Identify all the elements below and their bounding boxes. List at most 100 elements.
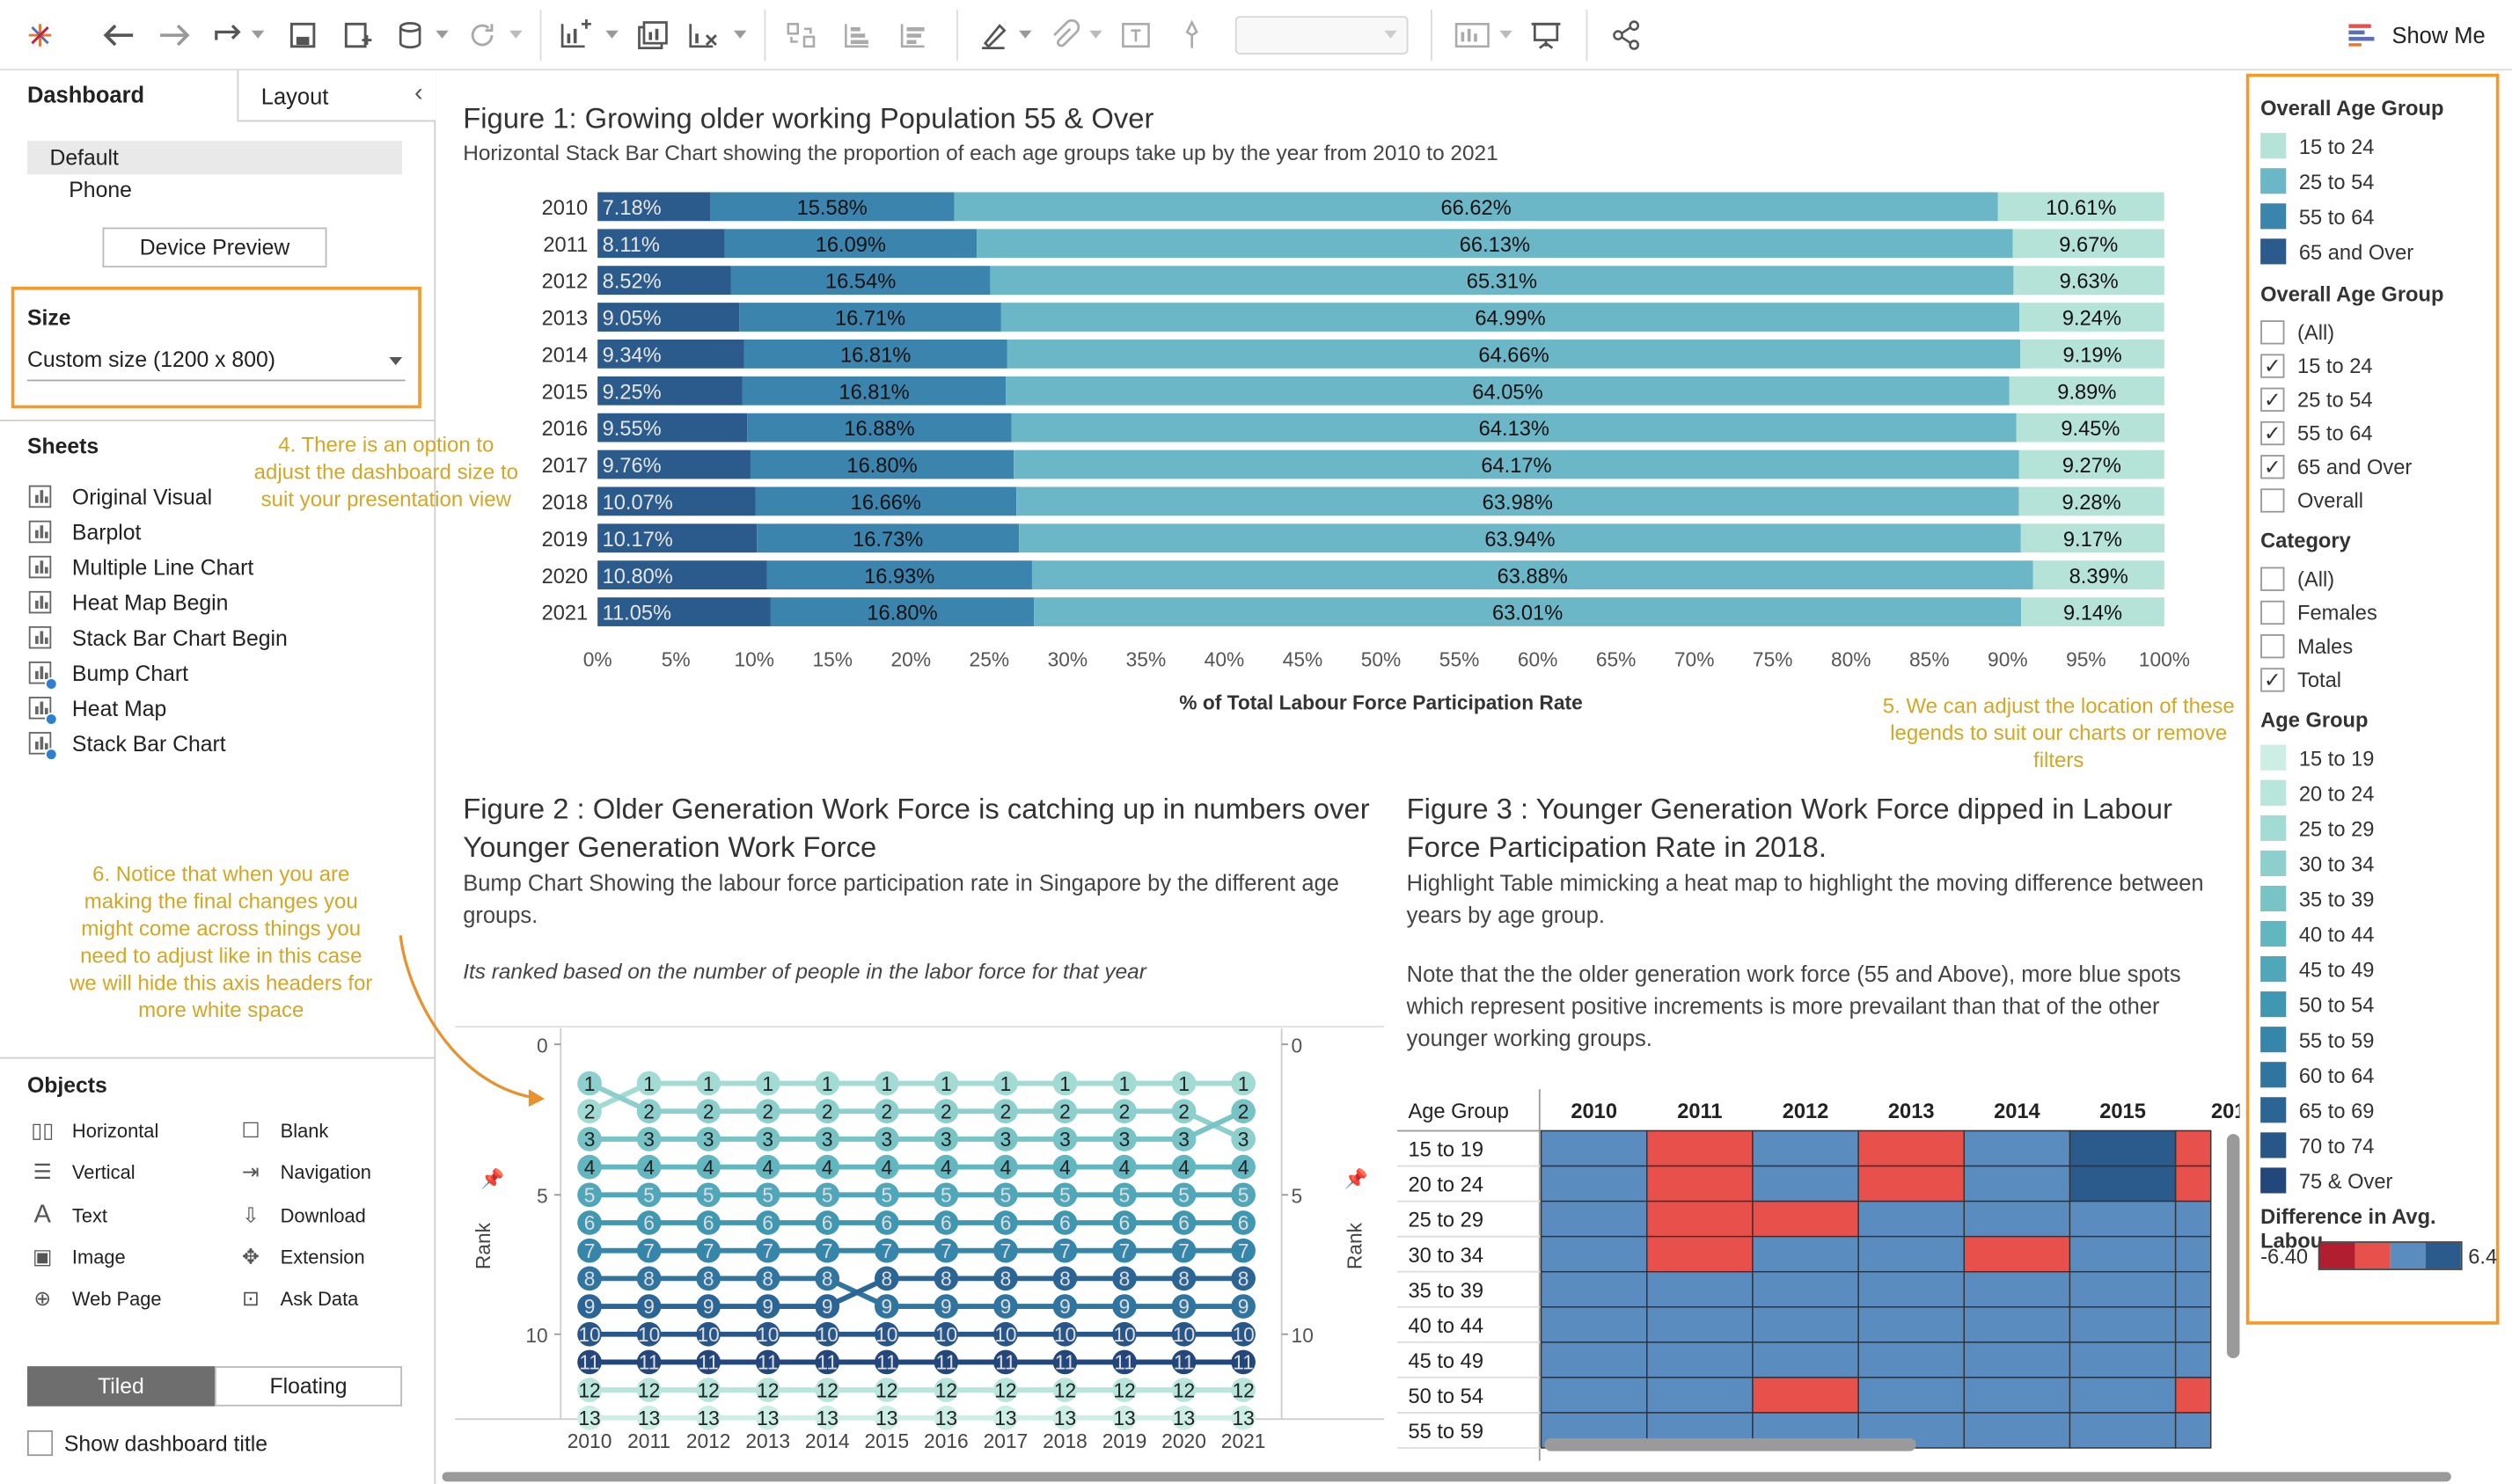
object-extension[interactable]: ✥ Extension <box>237 1241 365 1273</box>
fix-axes-icon[interactable] <box>1173 16 1212 55</box>
sheet-item[interactable]: Heat Map Begin <box>28 586 229 618</box>
chevron-down-icon[interactable] <box>506 16 525 55</box>
chevron-down-icon[interactable] <box>730 16 750 55</box>
device-default[interactable]: Default <box>26 141 403 175</box>
legend-item[interactable]: 55 to 59 <box>2260 1025 2374 1054</box>
sort-ascending-icon[interactable] <box>838 16 876 55</box>
checkbox[interactable] <box>2260 487 2285 512</box>
legend-item[interactable]: 35 to 39 <box>2260 884 2374 913</box>
legend-item[interactable]: 50 to 54 <box>2260 990 2374 1019</box>
checked-checkbox-icon[interactable]: ✓ <box>2260 667 2285 691</box>
legend-item[interactable]: 65 and Over <box>2260 237 2413 266</box>
save-icon[interactable] <box>285 16 320 55</box>
legend-item[interactable]: 45 to 49 <box>2260 954 2374 983</box>
data-label: 10.07% <box>603 492 673 515</box>
redo-icon[interactable] <box>156 16 194 55</box>
undo-icon[interactable] <box>99 16 138 55</box>
checkbox[interactable] <box>2260 566 2285 590</box>
legend-item[interactable]: 55 to 64 <box>2260 201 2374 230</box>
sheet-item[interactable]: Heat Map <box>28 692 166 726</box>
legend-item[interactable]: 20 to 24 <box>2260 779 2374 808</box>
chevron-down-icon[interactable] <box>433 16 452 55</box>
sheet-item[interactable]: Bump Chart <box>28 657 188 691</box>
object-text[interactable]: A Text <box>29 1199 108 1231</box>
database-icon[interactable] <box>394 16 429 55</box>
sheet-item[interactable]: Original Visual <box>28 480 212 512</box>
tableau-logo-icon[interactable] <box>22 16 57 55</box>
presentation-mode-icon[interactable] <box>1525 16 1566 55</box>
object-horizontal-container[interactable]: ▯▯ Horizontal <box>29 1115 158 1146</box>
filter-item[interactable]: ✓ Total <box>2260 665 2341 694</box>
filter-item[interactable]: (All) <box>2260 564 2334 593</box>
forward-icon[interactable] <box>210 16 249 55</box>
filter-item[interactable]: ✓ 15 to 24 <box>2260 351 2373 380</box>
checkbox[interactable] <box>2260 633 2285 658</box>
object-web-page[interactable]: ⊕ Web Page <box>29 1283 161 1315</box>
filter-item[interactable]: (All) <box>2260 318 2334 347</box>
legend-item[interactable]: 15 to 19 <box>2260 743 2374 772</box>
year-tick-label: 2018 <box>1043 1429 1088 1452</box>
filter-item[interactable]: Females <box>2260 597 2377 626</box>
chevron-down-icon[interactable] <box>1015 16 1035 55</box>
checkbox[interactable] <box>2260 599 2285 625</box>
checkbox[interactable] <box>2260 319 2285 344</box>
filter-item[interactable]: Males <box>2260 631 2353 660</box>
group-members-icon[interactable] <box>1044 16 1083 55</box>
text-icon: A <box>33 1200 51 1228</box>
checked-checkbox-icon[interactable]: ✓ <box>2260 353 2285 377</box>
tiled-button[interactable]: Tiled <box>26 1366 215 1407</box>
chevron-down-icon[interactable] <box>1497 16 1516 55</box>
chevron-down-icon[interactable] <box>250 16 266 55</box>
checked-checkbox-icon[interactable]: ✓ <box>2260 454 2285 479</box>
tab-layout[interactable]: Layout ‹ <box>237 70 436 122</box>
object-download[interactable]: ⇩ Download <box>237 1199 366 1231</box>
clear-sheet-icon[interactable] <box>683 16 724 55</box>
filter-item[interactable]: ✓ 25 to 54 <box>2260 384 2373 413</box>
object-blank[interactable]: ☐ Blank <box>237 1115 328 1146</box>
filter-item[interactable]: ✓ 65 and Over <box>2260 451 2412 480</box>
legend-item[interactable]: 70 to 74 <box>2260 1130 2374 1159</box>
highlight-icon[interactable] <box>974 16 1013 55</box>
object-navigation[interactable]: ⇥ Navigation <box>237 1157 371 1188</box>
tab-dashboard[interactable]: Dashboard <box>0 70 238 122</box>
object-image[interactable]: ▣ Image <box>29 1241 126 1273</box>
share-icon[interactable] <box>1607 16 1645 55</box>
sheet-item[interactable]: Stack Bar Chart <box>28 727 226 761</box>
legend-item[interactable]: 25 to 54 <box>2260 166 2374 195</box>
object-vertical-container[interactable]: ☰ Vertical <box>29 1157 135 1188</box>
new-datasource-icon[interactable] <box>340 16 375 55</box>
horizontal-scrollbar[interactable] <box>442 1472 2451 1482</box>
show-title-checkbox[interactable] <box>26 1429 54 1457</box>
filter-item[interactable]: Overall <box>2260 486 2363 515</box>
swap-icon[interactable] <box>782 16 821 55</box>
legend-item[interactable]: 15 to 24 <box>2260 131 2374 160</box>
show-me-button[interactable]: Show Me <box>2348 16 2493 55</box>
chevron-down-icon[interactable] <box>1087 16 1106 55</box>
object-ask-data[interactable]: ⊡ Ask Data <box>237 1283 358 1315</box>
device-phone[interactable]: Phone <box>69 178 132 202</box>
checked-checkbox-icon[interactable]: ✓ <box>2260 420 2285 445</box>
collapse-icon[interactable]: ‹ <box>414 80 423 107</box>
fit-select[interactable] <box>1234 16 1409 55</box>
duplicate-sheet-icon[interactable] <box>631 16 672 55</box>
sheet-item[interactable]: Stack Bar Chart Begin <box>28 621 288 653</box>
floating-button[interactable]: Floating <box>214 1366 403 1407</box>
device-preview-button[interactable]: Device Preview <box>102 227 327 268</box>
legend-item[interactable]: 40 to 44 <box>2260 919 2374 948</box>
show-labels-icon[interactable] <box>1117 16 1155 55</box>
new-worksheet-icon[interactable] <box>554 16 596 55</box>
show-cards-icon[interactable] <box>1450 16 1495 55</box>
sort-descending-icon[interactable] <box>894 16 933 55</box>
refresh-icon[interactable] <box>465 16 500 55</box>
checked-checkbox-icon[interactable]: ✓ <box>2260 386 2285 412</box>
filter-item[interactable]: ✓ 55 to 64 <box>2260 418 2373 447</box>
size-select[interactable]: Custom size (1200 x 800) <box>26 343 406 382</box>
legend-item[interactable]: 25 to 29 <box>2260 814 2374 843</box>
legend-item[interactable]: 65 to 69 <box>2260 1095 2374 1124</box>
legend-item[interactable]: 75 & Over <box>2260 1166 2392 1195</box>
sheet-item[interactable]: Barplot <box>28 515 141 547</box>
sheet-item[interactable]: Multiple Line Chart <box>28 551 254 582</box>
legend-item[interactable]: 60 to 64 <box>2260 1060 2374 1089</box>
legend-item[interactable]: 30 to 34 <box>2260 849 2374 878</box>
chevron-down-icon[interactable] <box>603 16 622 55</box>
